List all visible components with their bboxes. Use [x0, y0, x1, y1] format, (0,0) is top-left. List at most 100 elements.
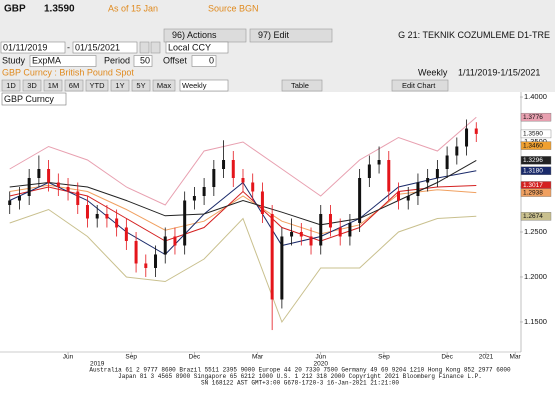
range-label[interactable]: 5Y — [136, 81, 145, 90]
start-date-field[interactable] — [0, 41, 66, 54]
last-price: 1.3590 — [44, 4, 75, 15]
range-label[interactable]: 1Y — [115, 81, 124, 90]
as-of: As of 15 Jan — [108, 3, 158, 13]
edit-chart-label[interactable]: Edit Chart — [402, 81, 436, 90]
end-date[interactable]: 01/15/2021 — [75, 42, 120, 52]
footer-line: SN 168122 AST GMT+3:00 G678-1720-3 16-Ja… — [201, 380, 399, 387]
range-button[interactable] — [131, 79, 151, 92]
candle-body — [416, 182, 420, 196]
offset-field[interactable] — [191, 55, 217, 67]
chart-title: GBP Curncy — [4, 94, 54, 104]
frequency-label: Weekly — [418, 67, 448, 77]
table-label[interactable]: Table — [291, 81, 309, 90]
range-button[interactable] — [1, 79, 21, 92]
end-date-field[interactable] — [72, 41, 138, 54]
range-label[interactable]: 6M — [69, 81, 79, 90]
candle-body — [124, 227, 128, 241]
price-label-box — [520, 212, 552, 221]
range-button[interactable] — [110, 79, 130, 92]
currency-field[interactable] — [165, 41, 229, 54]
candle-body — [309, 236, 313, 246]
candle-body — [163, 236, 167, 255]
range-label[interactable]: YTD — [90, 81, 106, 90]
candle-body — [474, 128, 478, 134]
candle-body — [154, 254, 158, 268]
y-tick-label: 1.2000 — [524, 272, 547, 281]
price-label: 1.3296 — [523, 157, 543, 164]
candle-body — [348, 222, 352, 237]
candle-body — [222, 160, 226, 170]
x-tick-label: Jun — [316, 354, 327, 361]
study[interactable]: ExpMA — [32, 55, 61, 65]
start-date[interactable]: 01/11/2019 — [3, 42, 47, 52]
year-label: 2020 — [314, 361, 329, 368]
x-tick-label: Sep — [378, 354, 390, 361]
study-field[interactable] — [29, 55, 97, 67]
prev-button[interactable] — [139, 41, 150, 54]
candle-body — [455, 146, 459, 156]
table-button[interactable] — [281, 79, 323, 92]
period-field[interactable] — [133, 55, 153, 67]
period-label: Period — [104, 55, 130, 65]
x-tick-label: 2021 — [479, 354, 494, 361]
offset[interactable]: 0 — [209, 55, 214, 65]
range-button[interactable] — [43, 79, 63, 92]
price-label: 1.3017 — [523, 182, 543, 189]
edit-button[interactable] — [249, 28, 333, 43]
range-button[interactable] — [152, 79, 176, 92]
edit-chart-button[interactable] — [391, 79, 449, 92]
candle-body — [95, 213, 99, 219]
x-tick-label: Sep — [125, 354, 137, 361]
candle-body — [17, 195, 21, 201]
candle-body — [212, 169, 216, 187]
study-label: Study — [2, 55, 26, 65]
range-label[interactable]: 3D — [27, 81, 37, 90]
x-tick-label: Jun — [63, 354, 74, 361]
x-tick-label: Dec — [189, 354, 201, 361]
candle-body — [270, 213, 274, 300]
currency[interactable]: Local CCY — [168, 42, 211, 52]
period[interactable]: 50 — [140, 55, 150, 65]
source: Source BGN — [208, 3, 259, 13]
frequency-select-label[interactable]: Weekly — [182, 81, 207, 90]
candle-body — [435, 169, 439, 178]
candle-body — [76, 191, 80, 205]
actions-label[interactable]: 96) Actions — [172, 30, 217, 40]
range-label[interactable]: 1M — [48, 81, 58, 90]
candle-body — [183, 200, 187, 246]
frequency-select[interactable] — [179, 79, 229, 92]
date-range: 1/11/2019-1/15/2021 — [458, 67, 540, 77]
legend-box — [1, 92, 67, 106]
candle-body — [387, 160, 391, 192]
candle-body — [280, 236, 284, 300]
range-button[interactable] — [64, 79, 84, 92]
candle-body — [66, 186, 70, 192]
candle-body — [260, 191, 264, 214]
footer-line: Australia 61 2 9777 8600 Brazil 5511 239… — [89, 367, 511, 374]
x-tick-label: Dec — [441, 354, 453, 361]
candle-body — [115, 218, 119, 228]
range-button[interactable] — [85, 79, 109, 92]
y-tick-label: 1.1500 — [524, 317, 547, 326]
price-label: 1.2938 — [523, 189, 543, 196]
range-button[interactable] — [22, 79, 42, 92]
next-button[interactable] — [150, 41, 161, 54]
year-label: 2019 — [90, 361, 105, 368]
price-label-box — [520, 141, 552, 150]
price-label-box — [520, 166, 552, 176]
candle-body — [85, 204, 89, 219]
page-title: G 21: TEKNIK COZUMLEME D1-TRE — [398, 30, 550, 40]
price-label: 1.3460 — [523, 142, 543, 149]
candle-body — [367, 164, 371, 178]
candle-body — [290, 231, 294, 237]
edit-label[interactable]: 97) Edit — [258, 30, 290, 40]
candle-body — [202, 186, 206, 196]
candle-body — [144, 263, 148, 268]
candle-body — [319, 213, 323, 246]
range-label[interactable]: 1D — [6, 81, 16, 90]
candle-body — [377, 160, 381, 165]
price-label: 1.2674 — [523, 213, 543, 220]
range-label[interactable]: Max — [157, 81, 171, 90]
indicator-line — [9, 116, 477, 206]
